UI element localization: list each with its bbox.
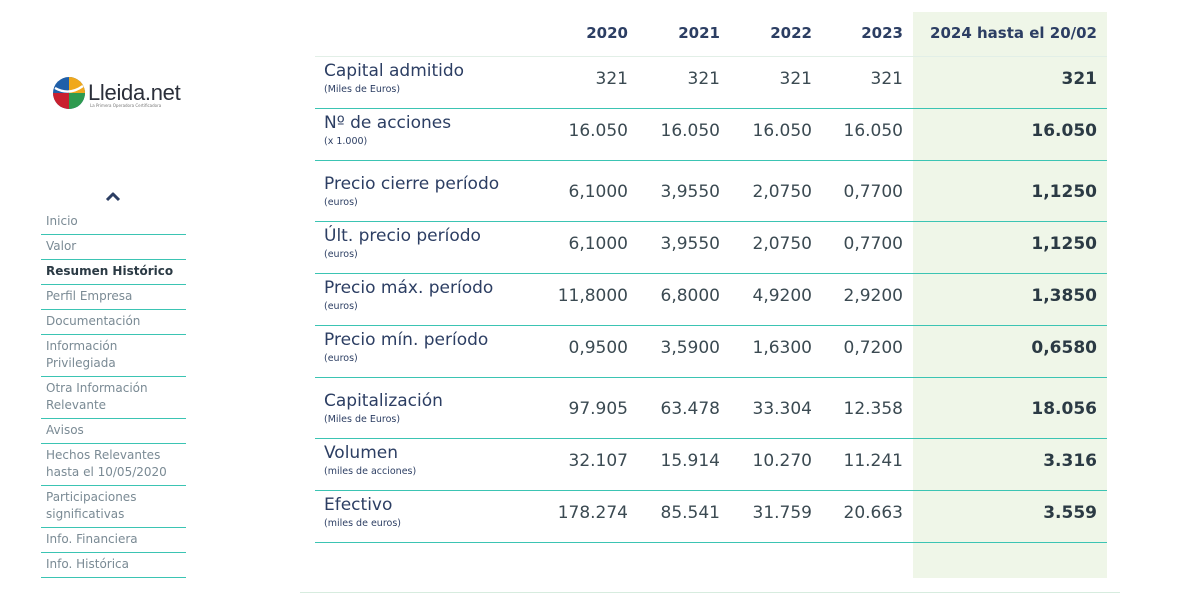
- sidebar-item[interactable]: Resumen Histórico: [41, 260, 186, 285]
- row-label: Precio máx. período: [324, 278, 494, 298]
- column-header: 2020: [586, 24, 628, 42]
- row-label: Efectivo: [324, 495, 393, 515]
- table-row: Volumen (miles de acciones) 32.107 15.914 10…: [315, 439, 1107, 491]
- table-cell: 0,9500: [568, 338, 628, 358]
- history-table: 2020 2021 2022 2023 2024 hasta el 20/02 Capi…: [315, 12, 1107, 543]
- table-cell: 16.050: [752, 121, 812, 141]
- highlight-column: [913, 12, 1107, 578]
- table-cell: 12.358: [843, 399, 903, 419]
- table-cell: 3.316: [1043, 451, 1097, 471]
- row-unit: (Miles de Euros): [324, 414, 401, 425]
- table-cell: 321: [779, 69, 812, 89]
- table-row: Nº de acciones (x 1.000) 16.050 16.050 16.05…: [315, 109, 1107, 161]
- table-row: Últ. precio período (euros) 6,1000 3,9550 2,…: [315, 222, 1107, 274]
- row-label: Capital admitido: [324, 61, 465, 81]
- sidebar-item[interactable]: Otra Información Relevante: [41, 377, 186, 419]
- table-bottom-divider: [300, 592, 1120, 593]
- table-cell: 10.270: [752, 451, 812, 471]
- table-cell: 18.056: [1031, 399, 1097, 419]
- table-cell: 0,6580: [1031, 338, 1097, 358]
- table-cell: 0,7700: [843, 234, 903, 254]
- table-cell: 321: [1061, 69, 1098, 89]
- sidebar-item[interactable]: Perfil Empresa: [41, 285, 186, 310]
- row-unit: (miles de euros): [324, 518, 401, 529]
- table-cell: 63.478: [660, 399, 720, 419]
- sidebar-item[interactable]: Info. Financiera: [41, 528, 186, 553]
- table-cell: 6,8000: [660, 286, 720, 306]
- row-unit: (Miles de Euros): [324, 84, 401, 95]
- table-cell: 16.050: [568, 121, 628, 141]
- row-unit: (x 1.000): [324, 136, 368, 147]
- sidebar-item[interactable]: Participaciones significativas: [41, 486, 186, 528]
- table-cell: 31.759: [752, 503, 812, 523]
- sidebar-item[interactable]: Información Privilegiada: [41, 335, 186, 377]
- table-row: Capitalización (Miles de Euros) 97.905 63.4…: [315, 387, 1107, 439]
- logo-name: Lleida.net: [88, 80, 181, 105]
- row-label: Precio mín. período: [324, 330, 489, 350]
- table-row: Precio máx. período (euros) 11,8000 6,8000 4…: [315, 274, 1107, 326]
- table-row: Capital admitido (Miles de Euros) 321 321 32…: [315, 57, 1107, 109]
- table-cell: 3,9550: [660, 234, 720, 254]
- table-cell: 32.107: [568, 451, 628, 471]
- table-cell: 6,1000: [568, 234, 628, 254]
- logo-tagline: La Primera Operadora Certificadora: [90, 103, 162, 108]
- table-row: Efectivo (miles de euros) 178.274 85.541 31.…: [315, 491, 1107, 543]
- row-label: Nº de acciones: [324, 113, 452, 133]
- table-cell: 85.541: [660, 503, 720, 523]
- sidebar-item[interactable]: Documentación: [41, 310, 186, 335]
- table-cell: 2,9200: [843, 286, 903, 306]
- row-label: Precio cierre período: [324, 174, 500, 194]
- table-row: Precio mín. período (euros) 0,9500 3,5900 1,…: [315, 326, 1107, 378]
- table-cell: 3,5900: [660, 338, 720, 358]
- sidebar-nav: Inicio Valor Resumen Histórico Perfil Empre…: [41, 210, 186, 578]
- column-header: 2023: [861, 24, 903, 42]
- sidebar-item[interactable]: Inicio: [41, 210, 186, 235]
- table-cell: 1,6300: [752, 338, 812, 358]
- table-cell: 321: [687, 69, 720, 89]
- row-label: Capitalización: [324, 391, 443, 411]
- table-cell: 16.050: [843, 121, 903, 141]
- table-cell: 1,1250: [1031, 234, 1097, 254]
- table-cell: 3.559: [1043, 503, 1097, 523]
- table-cell: 11,8000: [557, 286, 628, 306]
- row-unit: (euros): [324, 197, 358, 208]
- table-cell: 4,9200: [752, 286, 812, 306]
- company-logo[interactable]: Lleida.net La Primera Operadora Certific…: [52, 76, 192, 112]
- table-cell: 20.663: [843, 503, 903, 523]
- table-cell: 0,7200: [843, 338, 903, 358]
- table-cell: 3,9550: [660, 182, 720, 202]
- table-cell: 16.050: [1031, 121, 1097, 141]
- table-cell: 33.304: [752, 399, 812, 419]
- table-cell: 97.905: [568, 399, 628, 419]
- row-unit: (euros): [324, 301, 358, 312]
- chevron-up-icon[interactable]: [104, 190, 122, 202]
- sidebar-item[interactable]: Avisos: [41, 419, 186, 444]
- table-cell: 178.274: [557, 503, 628, 523]
- table-cell: 2,0750: [752, 234, 812, 254]
- table-header: 2020 2021 2022 2023 2024 hasta el 20/02: [315, 12, 1107, 57]
- row-unit: (euros): [324, 353, 358, 364]
- sidebar-item[interactable]: Info. Histórica: [41, 553, 186, 578]
- row-label: Volumen: [324, 443, 399, 463]
- table-cell: 1,1250: [1031, 182, 1097, 202]
- sidebar-item[interactable]: Hechos Relevantes hasta el 10/05/2020: [41, 444, 186, 486]
- row-label: Últ. precio período: [324, 226, 481, 246]
- table-cell: 321: [870, 69, 903, 89]
- table-cell: 16.050: [660, 121, 720, 141]
- row-unit: (euros): [324, 249, 358, 260]
- column-header: 2021: [678, 24, 720, 42]
- table-cell: 2,0750: [752, 182, 812, 202]
- lleida-ball-icon: [53, 77, 85, 109]
- table-cell: 321: [595, 69, 628, 89]
- row-unit: (miles de acciones): [324, 466, 417, 477]
- table-cell: 6,1000: [568, 182, 628, 202]
- column-header: 2024 hasta el 20/02: [930, 24, 1097, 42]
- table-cell: 0,7700: [843, 182, 903, 202]
- column-header: 2022: [770, 24, 812, 42]
- sidebar-item[interactable]: Valor: [41, 235, 186, 260]
- table-cell: 1,3850: [1031, 286, 1097, 306]
- table-cell: 15.914: [660, 451, 720, 471]
- table-row: Precio cierre período (euros) 6,1000 3,9550…: [315, 170, 1107, 222]
- table-cell: 11.241: [843, 451, 903, 471]
